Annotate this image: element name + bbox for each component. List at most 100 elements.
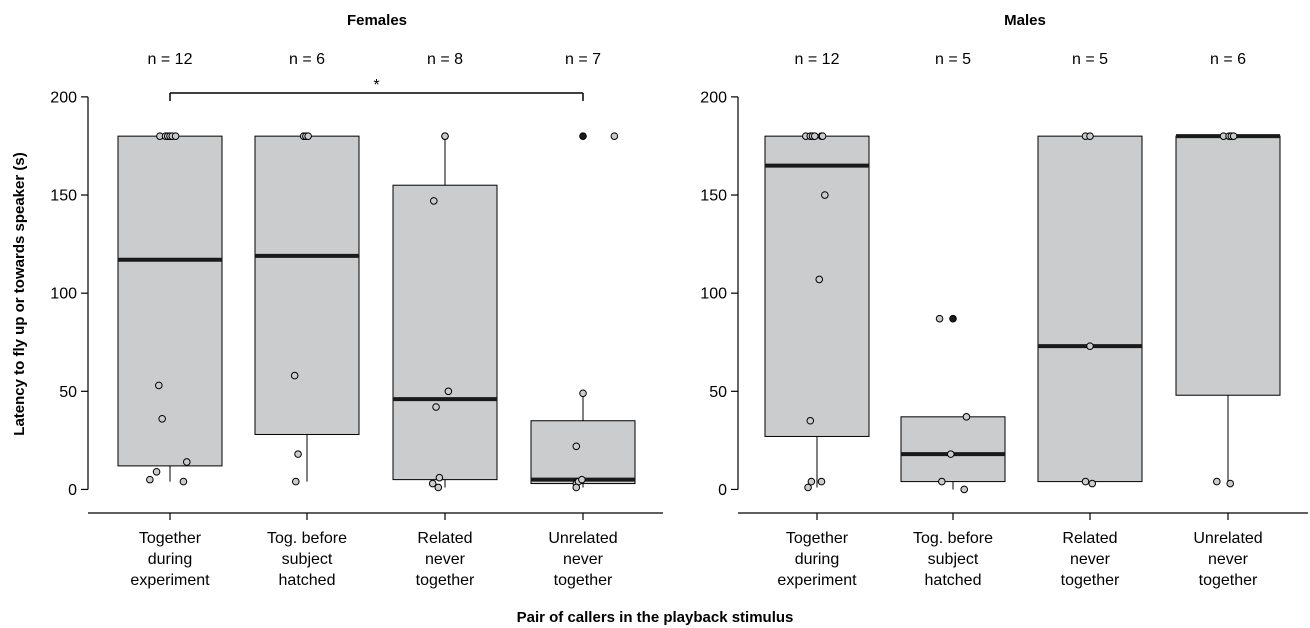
category-label: experiment: [777, 572, 857, 589]
data-point: [579, 389, 587, 398]
y-tick-label: 150: [50, 188, 77, 205]
sample-size-label: n = 7: [565, 51, 601, 68]
data-point: [572, 483, 581, 492]
data-point: [807, 477, 816, 486]
category-label: during: [795, 551, 839, 568]
sample-size-label: n = 12: [148, 51, 193, 68]
category-label: Tog. before: [267, 530, 347, 547]
category-label: never: [563, 551, 604, 568]
data-point: [960, 485, 969, 494]
data-point: [818, 132, 827, 140]
category-label: together: [554, 572, 613, 589]
panel-males: Males 0 50 100 150 200 Together during experimen…: [700, 12, 1308, 589]
outlier-point: [949, 314, 957, 323]
data-point: [804, 483, 812, 492]
data-point: [815, 275, 824, 284]
category-label: Together: [139, 530, 202, 547]
category-label: Unrelated: [548, 530, 617, 547]
sample-size-label: n = 8: [427, 51, 463, 68]
box: [530, 420, 636, 485]
category-label: never: [1070, 551, 1111, 568]
data-point: [578, 475, 586, 484]
data-point: [1088, 479, 1097, 488]
data-point: [1086, 132, 1094, 140]
data-point: [1213, 477, 1221, 486]
data-point: [146, 475, 154, 484]
data-point: [935, 314, 944, 323]
significance-label: *: [373, 77, 379, 94]
data-point: [1081, 477, 1090, 486]
box: [764, 135, 870, 437]
data-point: [183, 458, 191, 466]
category-label: Related: [1062, 530, 1117, 547]
category-label: Tog. before: [913, 530, 993, 547]
sample-size-label: n = 6: [289, 51, 325, 68]
box: [1175, 135, 1281, 396]
y-tick-label: 200: [50, 89, 77, 106]
panel-females: Females 0 50 100 150 200 Together during experim…: [50, 12, 663, 589]
data-point: [810, 132, 819, 140]
box: [117, 135, 223, 467]
box: [254, 135, 360, 435]
panel-title: Males: [1004, 12, 1046, 29]
box: [392, 184, 498, 481]
data-point: [432, 403, 440, 411]
box: [900, 416, 1006, 483]
sample-size-label: n = 6: [1210, 51, 1246, 68]
data-point: [938, 477, 946, 486]
category-label: hatched: [279, 572, 336, 589]
data-point: [444, 387, 453, 396]
data-point: [155, 381, 163, 390]
data-point: [435, 473, 444, 482]
x-axis-title: Pair of callers in the playback stimulus: [517, 609, 794, 626]
y-tick-label: 200: [700, 89, 727, 106]
y-tick-label: 0: [68, 482, 77, 499]
y-tick-label: 150: [700, 188, 727, 205]
category-label: Related: [417, 530, 472, 547]
data-point: [428, 479, 437, 488]
sample-size-label: n = 5: [1072, 51, 1108, 68]
category-label: never: [1208, 551, 1249, 568]
data-point: [430, 197, 438, 205]
data-point: [806, 416, 815, 425]
category-label: hatched: [925, 572, 982, 589]
data-point: [292, 477, 300, 486]
y-tick-label: 0: [718, 482, 727, 499]
data-point: [1226, 479, 1235, 488]
y-tick-label: 100: [50, 286, 77, 303]
category-label: experiment: [130, 572, 210, 589]
data-point: [1086, 342, 1094, 350]
category-label: together: [1199, 572, 1258, 589]
y-tick-label: 100: [700, 286, 727, 303]
category-label: never: [425, 551, 466, 568]
data-point: [304, 132, 312, 140]
category-label: Together: [786, 530, 849, 547]
category-label: Unrelated: [1193, 530, 1262, 547]
outlier-point: [579, 132, 587, 140]
data-point: [441, 132, 449, 140]
category-label: during: [148, 551, 192, 568]
sample-size-label: n = 12: [795, 51, 840, 68]
data-point: [152, 467, 161, 476]
category-label: subject: [282, 551, 333, 568]
y-tick-label: 50: [709, 384, 727, 401]
sample-size-label: n = 5: [935, 51, 971, 68]
category-label: together: [416, 572, 475, 589]
data-point: [1229, 132, 1238, 140]
data-point: [179, 477, 188, 486]
data-point: [434, 483, 443, 492]
data-point: [572, 442, 581, 451]
data-point: [821, 191, 829, 199]
data-point: [962, 413, 971, 421]
data-point: [158, 414, 166, 423]
data-point: [294, 450, 302, 458]
y-tick-label: 50: [59, 384, 77, 401]
category-label: together: [1061, 572, 1120, 589]
data-point: [817, 477, 826, 486]
data-point: [610, 132, 619, 140]
data-point: [946, 450, 955, 458]
data-point: [171, 132, 180, 140]
y-axis-title: Latency to fly up or towards speaker (s): [11, 152, 28, 435]
data-point: [290, 371, 299, 380]
